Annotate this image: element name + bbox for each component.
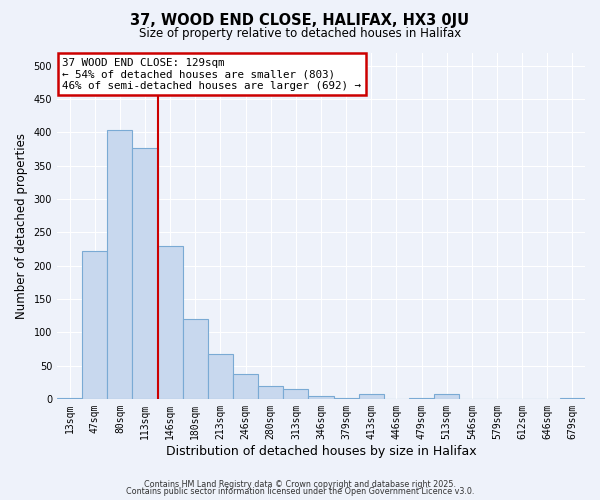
Bar [107,130,133,399]
Text: Size of property relative to detached houses in Halifax: Size of property relative to detached ho… [139,28,461,40]
Bar [158,246,183,399]
Text: Contains HM Land Registry data © Crown copyright and database right 2025.: Contains HM Land Registry data © Crown c… [144,480,456,489]
Bar [359,394,384,399]
Text: 37, WOOD END CLOSE, HALIFAX, HX3 0JU: 37, WOOD END CLOSE, HALIFAX, HX3 0JU [130,12,470,28]
Bar [57,398,82,399]
Y-axis label: Number of detached properties: Number of detached properties [15,132,28,318]
Bar [233,374,258,399]
Bar [409,398,434,399]
Bar [82,251,107,399]
Bar [434,394,459,399]
Bar [258,386,283,399]
Bar [208,354,233,399]
Text: 37 WOOD END CLOSE: 129sqm
← 54% of detached houses are smaller (803)
46% of semi: 37 WOOD END CLOSE: 129sqm ← 54% of detac… [62,58,361,91]
X-axis label: Distribution of detached houses by size in Halifax: Distribution of detached houses by size … [166,444,476,458]
Bar [133,148,158,399]
Bar [308,396,334,399]
Bar [560,398,585,399]
Text: Contains public sector information licensed under the Open Government Licence v3: Contains public sector information licen… [126,487,474,496]
Bar [183,319,208,399]
Bar [334,398,359,399]
Bar [283,389,308,399]
